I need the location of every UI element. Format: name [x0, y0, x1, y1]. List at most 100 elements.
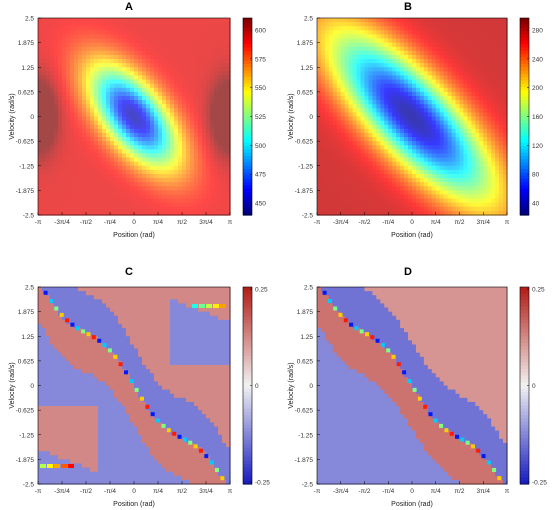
heatmap-cell [471, 71, 476, 77]
heatmap-cell [130, 95, 135, 101]
colorbar-swatch [520, 93, 529, 98]
heatmap-cell [443, 141, 449, 146]
heatmap-cell [503, 206, 508, 212]
heatmap-cell [455, 206, 461, 212]
heatmap-cell [344, 194, 350, 200]
heatmap-cell [110, 137, 115, 142]
heatmap-cell [400, 95, 405, 101]
heatmap-cell [114, 186, 119, 191]
heatmap-cell [487, 132, 492, 138]
heatmap-cell [90, 202, 95, 208]
heatmap-cell [66, 87, 71, 93]
heatmap-cell [404, 116, 409, 122]
heatmap-cell [138, 210, 143, 216]
heatmap-cell [138, 153, 143, 159]
heatmap-cell [388, 182, 393, 187]
heatmap-cell [210, 120, 215, 126]
heatmap-cell [431, 38, 437, 44]
heatmap-cell [122, 46, 127, 52]
heatmap-cell [475, 202, 480, 208]
heatmap-cell [42, 475, 47, 481]
heatmap-cell [158, 153, 163, 159]
heatmap-cell [194, 190, 199, 196]
heatmap-cell [182, 38, 187, 44]
heatmap-cell [328, 26, 334, 31]
heatmap-cell [328, 202, 334, 208]
heatmap-cell [503, 79, 508, 85]
heatmap-cell [352, 145, 358, 150]
heatmap-cell [122, 75, 127, 81]
heatmap-cell [74, 108, 79, 113]
heatmap-cell [408, 75, 413, 81]
heatmap-cell [226, 190, 231, 196]
panel-title: C [125, 266, 133, 278]
heatmap-cell [324, 165, 330, 171]
heatmap-cell [210, 18, 215, 23]
heatmap-cell [439, 120, 445, 126]
heatmap-cell [142, 18, 147, 23]
heatmap-cell [114, 120, 119, 126]
heatmap-cell [186, 87, 191, 93]
heatmap-cell [400, 38, 405, 44]
heatmap-cell [455, 161, 461, 167]
heatmap-cell [146, 63, 151, 68]
heatmap-cell [447, 79, 453, 85]
heatmap-cell [82, 145, 87, 150]
heatmap-cell [174, 145, 179, 150]
heatmap-cell [226, 34, 231, 40]
heatmap-cell [74, 100, 79, 105]
heatmap-cell [194, 169, 199, 175]
heatmap-cell [158, 67, 163, 72]
heatmap-cell [356, 198, 362, 204]
heatmap-cell [364, 137, 370, 142]
heatmap-cell [404, 120, 409, 126]
heatmap-cell [356, 67, 362, 72]
heatmap-cell [475, 124, 480, 130]
heatmap-cell [74, 38, 79, 44]
heatmap-cell [459, 165, 465, 171]
heatmap-cell [214, 50, 219, 56]
heatmap-cell [42, 356, 47, 362]
heatmap-cell [90, 22, 95, 27]
heatmap-cell [487, 75, 492, 81]
heatmap-cell [58, 50, 63, 56]
heatmap-cell [214, 26, 219, 31]
heatmap-cell [206, 141, 211, 146]
heatmap-cell [214, 206, 219, 212]
heatmap-cell [50, 38, 55, 44]
heatmap-cell [419, 202, 425, 208]
heatmap-cell [78, 165, 83, 171]
heatmap-cell [332, 46, 338, 52]
heatmap-cell [427, 194, 433, 200]
heatmap-cell [54, 95, 59, 101]
heatmap-cell [388, 128, 393, 134]
heatmap-cell [174, 178, 179, 183]
heatmap-cell [42, 108, 47, 113]
heatmap-cell [324, 149, 330, 155]
heatmap-cell [431, 71, 437, 77]
heatmap-cell [328, 149, 334, 155]
heatmap-cell [86, 42, 91, 48]
heatmap-cell [495, 116, 500, 122]
heatmap-cell [435, 202, 441, 208]
colorbar-swatch [243, 139, 252, 144]
heatmap-cell [419, 30, 425, 36]
heatmap-cell [46, 50, 51, 56]
heatmap-cell [352, 198, 358, 204]
heatmap-cell [86, 178, 91, 183]
heatmap-cell [86, 186, 91, 191]
heatmap-cell [110, 178, 115, 183]
heatmap-cell [400, 34, 405, 40]
heatmap-cell [412, 67, 417, 72]
heatmap-cell [94, 145, 99, 150]
heatmap-cell [463, 79, 469, 85]
heatmap-cell [439, 22, 445, 27]
heatmap-cell [459, 153, 465, 159]
heatmap-cell [427, 112, 433, 118]
heatmap-cell [400, 87, 405, 93]
heatmap-cell [467, 124, 472, 130]
heatmap-cell [118, 26, 123, 31]
heatmap-cell [138, 95, 143, 101]
heatmap-cell [368, 38, 374, 44]
heatmap-cell [487, 83, 492, 89]
